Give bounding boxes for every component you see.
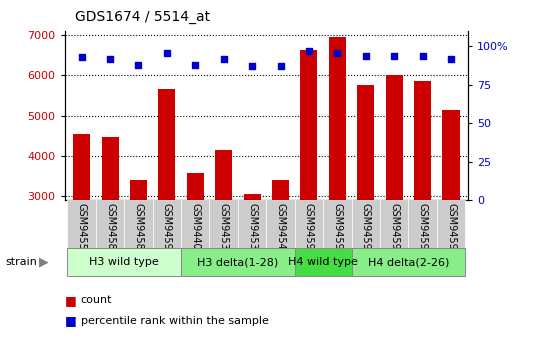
Bar xyxy=(329,37,346,317)
FancyBboxPatch shape xyxy=(124,200,153,248)
Text: GSM94589: GSM94589 xyxy=(133,203,144,255)
Text: GDS1674 / 5514_at: GDS1674 / 5514_at xyxy=(75,10,210,24)
Bar xyxy=(357,85,374,317)
Bar xyxy=(272,180,289,317)
Point xyxy=(390,53,399,58)
FancyBboxPatch shape xyxy=(295,248,351,276)
Text: H3 wild type: H3 wild type xyxy=(89,257,159,267)
Text: ▶: ▶ xyxy=(39,256,49,269)
Text: GSM94403: GSM94403 xyxy=(190,203,200,255)
FancyBboxPatch shape xyxy=(67,200,96,248)
Point xyxy=(77,55,86,60)
Point xyxy=(276,63,285,69)
FancyBboxPatch shape xyxy=(181,200,209,248)
FancyBboxPatch shape xyxy=(323,200,351,248)
Bar xyxy=(158,89,175,317)
Bar xyxy=(300,50,317,317)
Text: H4 delta(2-26): H4 delta(2-26) xyxy=(367,257,449,267)
FancyBboxPatch shape xyxy=(351,200,380,248)
Point xyxy=(106,56,115,61)
Bar xyxy=(442,110,459,317)
Bar xyxy=(102,137,118,317)
Text: count: count xyxy=(81,295,112,305)
Text: GSM94539: GSM94539 xyxy=(247,203,257,255)
Text: GSM94591: GSM94591 xyxy=(304,203,314,255)
Text: ■: ■ xyxy=(65,294,76,307)
Text: GSM94587: GSM94587 xyxy=(105,203,115,256)
Point xyxy=(191,62,200,68)
Text: GSM94595: GSM94595 xyxy=(417,203,428,256)
Text: GSM94593: GSM94593 xyxy=(361,203,371,255)
Point xyxy=(248,63,257,69)
Bar xyxy=(130,180,147,317)
Text: H3 delta(1-28): H3 delta(1-28) xyxy=(197,257,279,267)
Bar xyxy=(215,150,232,317)
Text: ■: ■ xyxy=(65,314,76,327)
Text: GSM94555: GSM94555 xyxy=(76,203,87,256)
FancyBboxPatch shape xyxy=(209,200,238,248)
Text: GSM94590: GSM94590 xyxy=(162,203,172,255)
Text: GSM94596: GSM94596 xyxy=(446,203,456,255)
Text: percentile rank within the sample: percentile rank within the sample xyxy=(81,316,268,326)
Bar xyxy=(187,173,204,317)
Bar xyxy=(244,194,260,317)
Point xyxy=(333,50,342,55)
FancyBboxPatch shape xyxy=(295,200,323,248)
Point xyxy=(305,48,313,54)
Text: GSM94540: GSM94540 xyxy=(275,203,286,255)
FancyBboxPatch shape xyxy=(408,200,437,248)
Point xyxy=(418,53,427,58)
Point xyxy=(362,53,370,58)
FancyBboxPatch shape xyxy=(96,200,124,248)
Text: GSM94538: GSM94538 xyxy=(218,203,229,255)
Bar xyxy=(73,134,90,317)
Text: GSM94592: GSM94592 xyxy=(332,203,342,256)
Point xyxy=(220,56,228,61)
FancyBboxPatch shape xyxy=(153,200,181,248)
FancyBboxPatch shape xyxy=(67,248,181,276)
Text: GSM94594: GSM94594 xyxy=(389,203,399,255)
FancyBboxPatch shape xyxy=(181,248,295,276)
FancyBboxPatch shape xyxy=(351,248,465,276)
Text: H4 wild type: H4 wild type xyxy=(288,257,358,267)
FancyBboxPatch shape xyxy=(238,200,266,248)
FancyBboxPatch shape xyxy=(437,200,465,248)
FancyBboxPatch shape xyxy=(380,200,408,248)
Text: strain: strain xyxy=(5,257,37,267)
Point xyxy=(447,56,455,61)
Bar xyxy=(386,75,403,317)
Bar xyxy=(414,81,431,317)
Point xyxy=(162,50,171,55)
FancyBboxPatch shape xyxy=(266,200,295,248)
Point xyxy=(134,62,143,68)
